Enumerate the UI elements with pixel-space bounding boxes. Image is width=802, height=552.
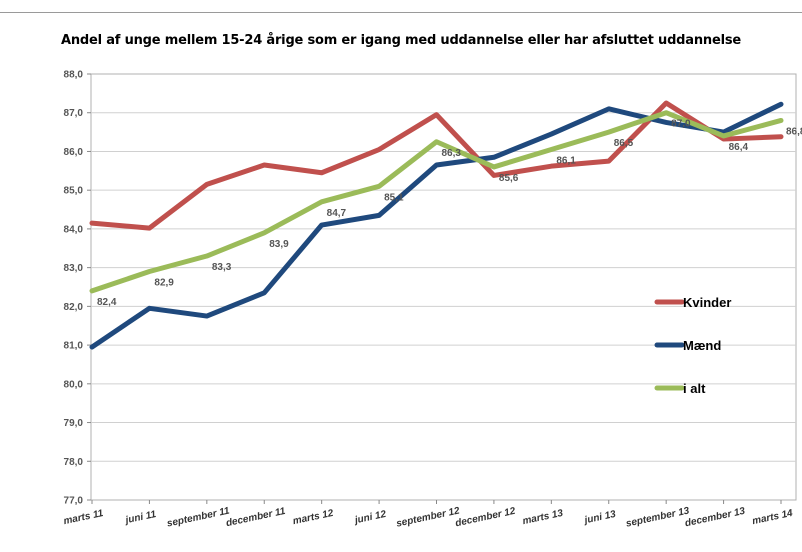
y-tick-label: 88,0 [64, 70, 84, 81]
y-tick-label: 79,0 [64, 418, 84, 429]
data-label: 83,3 [212, 262, 232, 273]
plot-area [90, 73, 797, 501]
series-line-2 [89, 110, 784, 294]
legend: Kvinder Mænd i alt [654, 295, 731, 396]
x-tick-label: marts 13 [522, 508, 565, 527]
data-label: 85,1 [384, 192, 404, 203]
x-tick-label: december 11 [225, 506, 287, 529]
series-line-0 [89, 100, 784, 231]
y-tick-label: 85,0 [64, 186, 84, 197]
y-tick-label: 80,0 [64, 379, 84, 390]
y-axis-ticks: 77,0 78,0 79,0 80,0 81,0 82,0 83,0 84,0 85,0 86,0… [64, 70, 91, 507]
data-label: 86,3 [442, 148, 462, 159]
x-tick-label: december 12 [454, 506, 517, 530]
data-label: 85,6 [499, 173, 519, 184]
x-tick-label: december 13 [684, 506, 747, 530]
data-label: 86,1 [556, 156, 576, 167]
x-tick-label: marts 14 [751, 508, 794, 527]
x-tick-label: september 12 [395, 505, 461, 529]
y-tick-label: 81,0 [64, 341, 84, 352]
data-label: 86,5 [614, 138, 634, 149]
data-label: 86,4 [729, 142, 749, 153]
x-tick-label: juni 13 [582, 509, 618, 527]
data-label: 82,4 [97, 297, 117, 308]
x-tick-label: juni 12 [352, 509, 388, 527]
data-labels: 82,4 82,9 83,3 83,9 84,7 85,1 86,3 85,6 86,1 86,5… [97, 119, 802, 308]
x-tick-label: september 13 [625, 505, 691, 529]
chart-title: Andel af unge mellem 15-24 årige som er … [61, 33, 741, 48]
x-tick-label: juni 11 [123, 509, 158, 527]
y-tick-label: 87,0 [64, 108, 84, 119]
y-tick-label: 77,0 [64, 496, 84, 507]
legend-label: Mænd [683, 338, 721, 353]
gridlines [91, 112, 796, 462]
x-tick-label: marts 11 [63, 508, 105, 527]
data-label: 87,0 [671, 119, 691, 130]
x-tick-label: marts 12 [292, 508, 335, 527]
y-tick-label: 86,0 [64, 147, 84, 158]
data-label: 82,9 [154, 278, 174, 289]
y-tick-label: 83,0 [64, 263, 84, 274]
series-line-1 [89, 101, 784, 350]
y-tick-label: 82,0 [64, 302, 84, 313]
series-lines [89, 100, 784, 350]
y-tick-label: 78,0 [64, 457, 84, 468]
data-label: 84,7 [327, 208, 347, 219]
data-label: 83,9 [269, 239, 289, 250]
y-tick-label: 84,0 [64, 224, 84, 235]
legend-label: i alt [683, 381, 706, 396]
x-tick-label: september 11 [166, 505, 231, 529]
data-label: 86,8 [786, 126, 802, 137]
top-divider [0, 12, 802, 13]
legend-label: Kvinder [683, 295, 731, 310]
